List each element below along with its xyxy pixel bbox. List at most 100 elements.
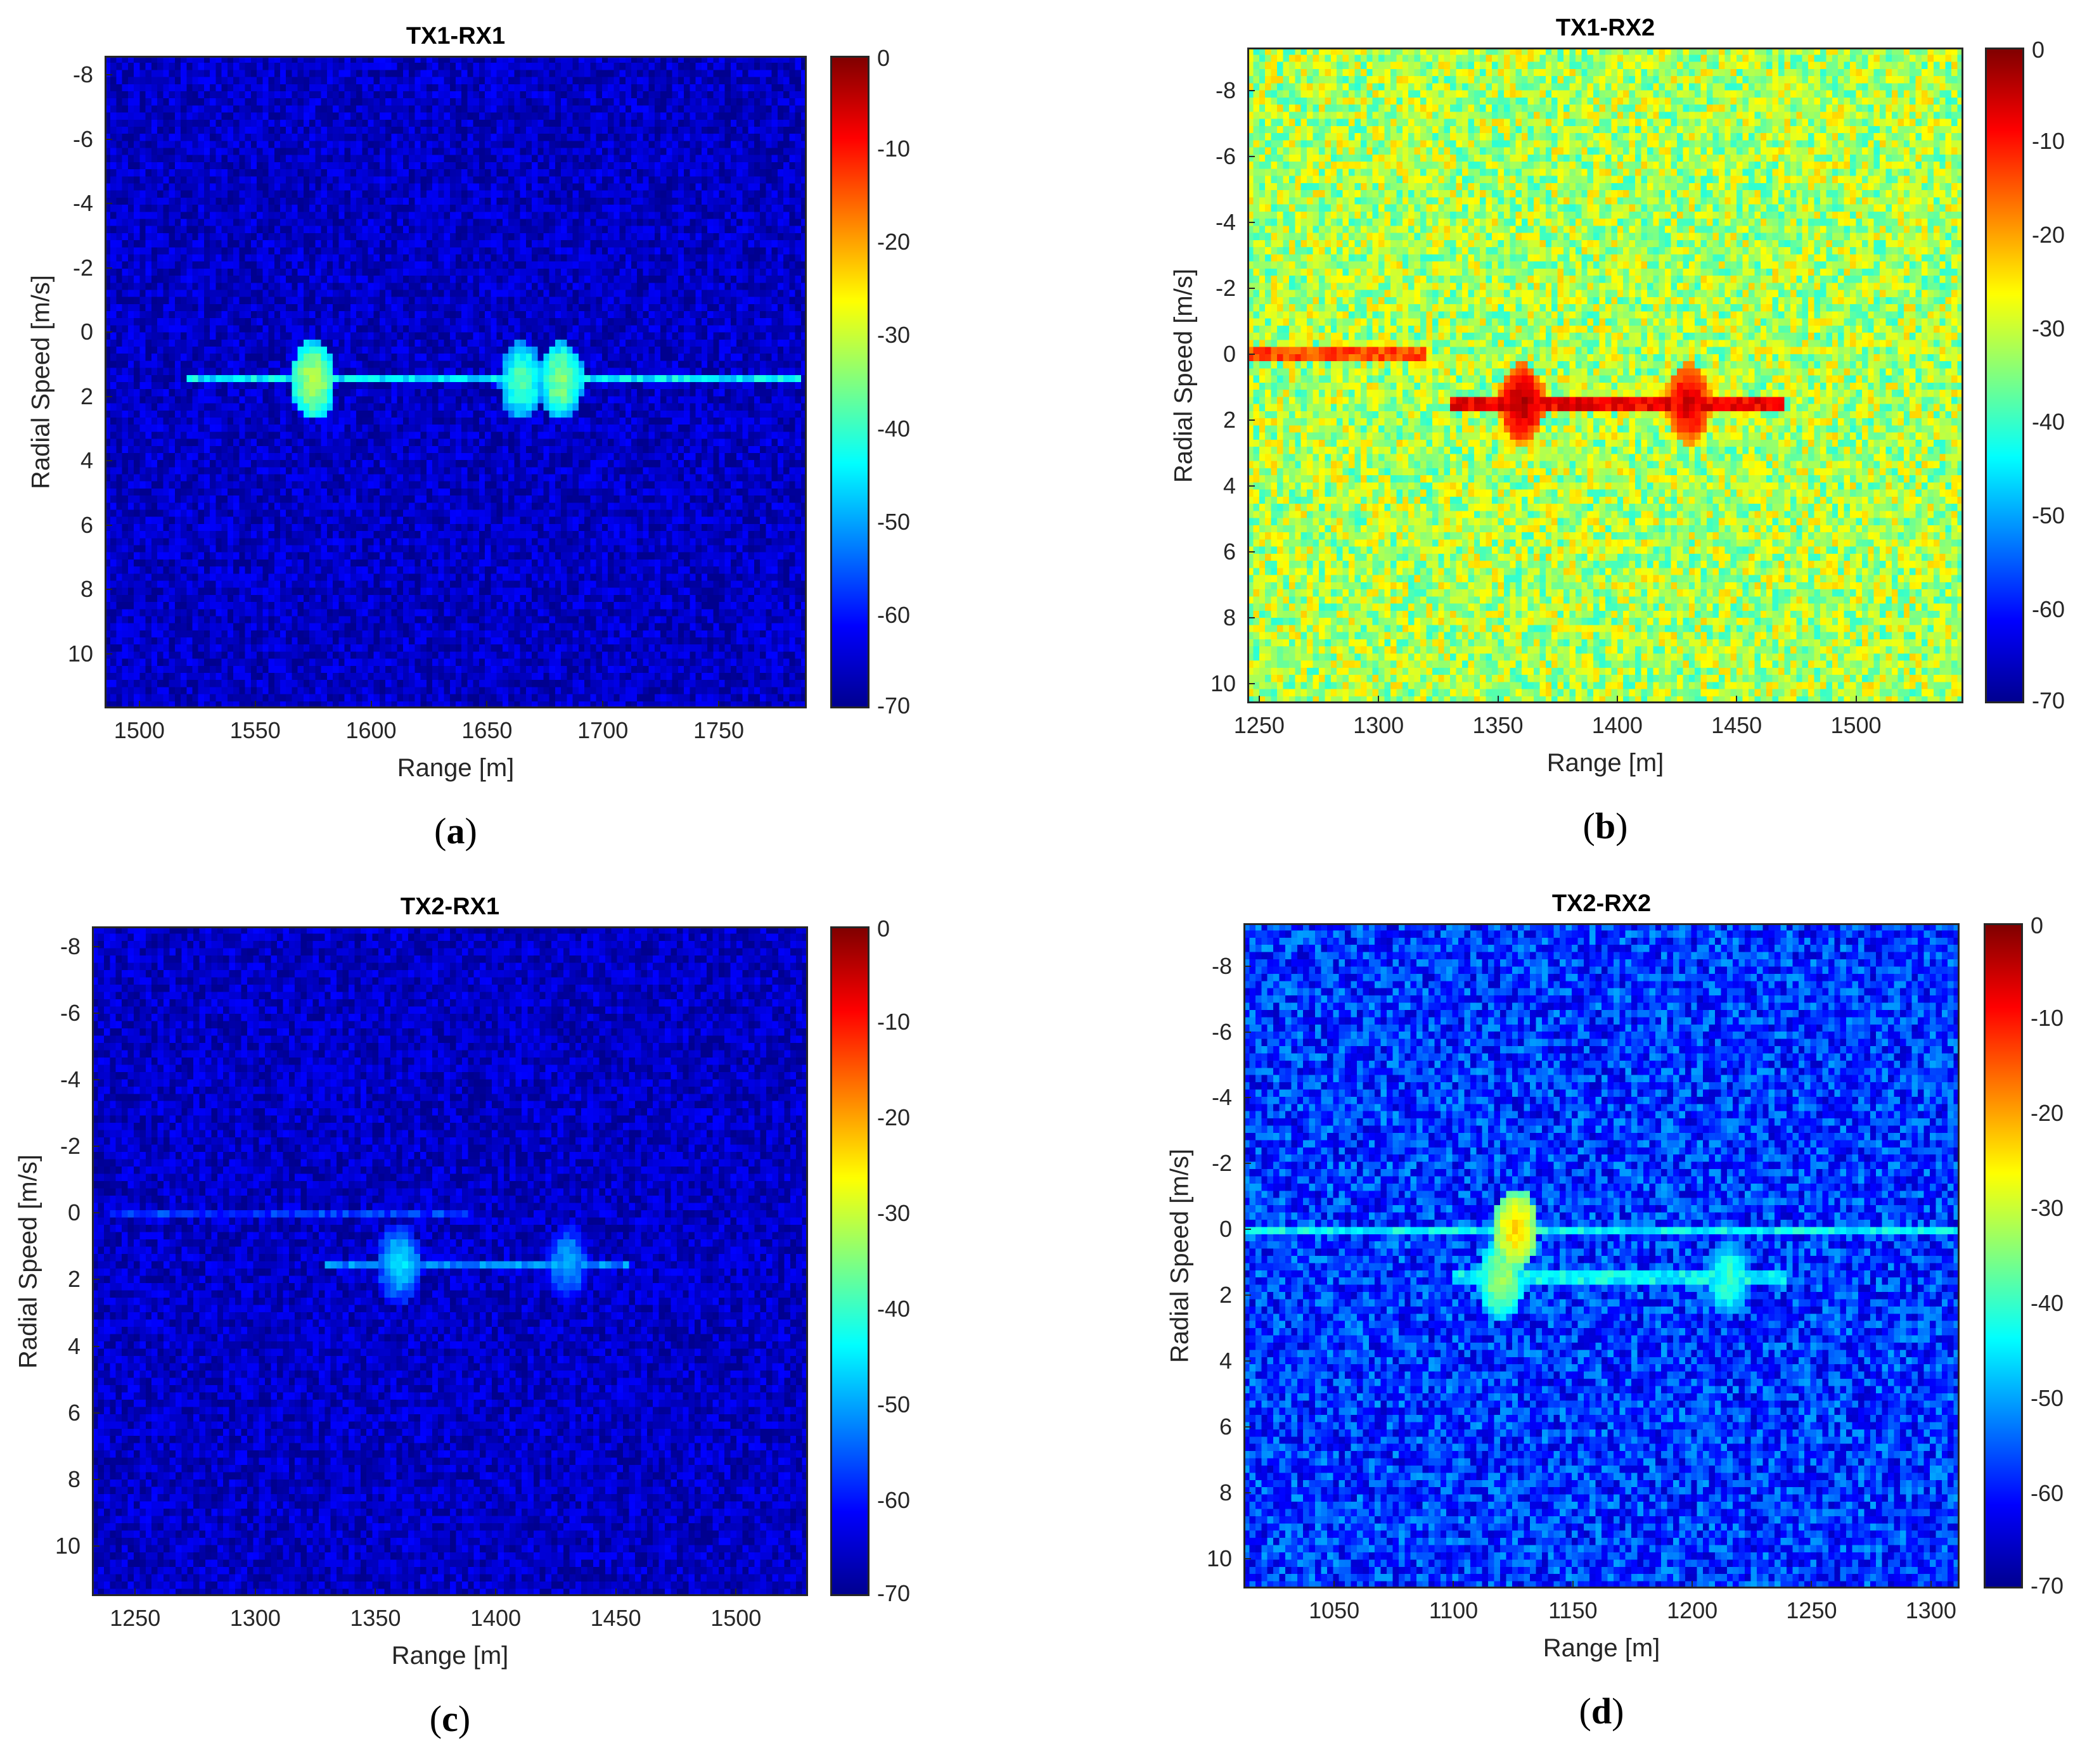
- x-axis-label-a: Range [m]: [397, 754, 515, 782]
- x-tick-mark: [1497, 696, 1499, 703]
- y-tick-mark: [92, 1545, 100, 1547]
- colorbar-tick-label: -50: [877, 508, 911, 535]
- y-tick-mark: [92, 1478, 100, 1480]
- x-axis-label-b: Range [m]: [1546, 749, 1664, 777]
- y-tick-mark: [92, 1146, 100, 1147]
- y-tick-mark: [92, 1078, 100, 1080]
- colorbar-tick-label: -30: [877, 322, 911, 348]
- y-tick-mark: [1247, 89, 1255, 91]
- y-tick-label: 8: [80, 576, 93, 603]
- x-tick-label: 1250: [1233, 712, 1285, 738]
- y-tick-mark: [1247, 485, 1255, 487]
- y-tick-mark: [92, 1212, 100, 1214]
- y-tick-label: 8: [1219, 1480, 1232, 1506]
- y-tick-mark: [92, 1012, 100, 1014]
- x-tick-mark: [1930, 1581, 1932, 1588]
- y-tick-mark: [92, 1412, 100, 1414]
- y-tick-label: -4: [72, 190, 93, 217]
- heatmap-image-a: [105, 56, 807, 708]
- colorbar-tick-label: -30: [877, 1200, 911, 1226]
- x-tick-label: 1700: [577, 717, 629, 743]
- x-tick-label: 1650: [461, 717, 513, 743]
- x-tick-label: 1250: [110, 1605, 161, 1631]
- colorbar-tick-label: -60: [2031, 1480, 2064, 1506]
- x-tick-mark: [375, 1588, 376, 1596]
- y-tick-label: -6: [60, 999, 80, 1026]
- y-tick-mark: [105, 460, 112, 462]
- colorbar-tick-label: -30: [2031, 1195, 2064, 1221]
- colorbar-a: [830, 56, 870, 708]
- x-tick-label: 1300: [1905, 1597, 1956, 1623]
- y-tick-label: 10: [67, 640, 93, 667]
- heatmap-image-c: [92, 926, 808, 1596]
- y-tick-mark: [1247, 287, 1255, 289]
- colorbar-b: [1985, 48, 2024, 703]
- y-tick-mark: [1243, 1492, 1251, 1494]
- y-tick-mark: [105, 653, 112, 655]
- y-tick-label: -8: [1211, 952, 1232, 979]
- colorbar-tick-label: -20: [2031, 1100, 2064, 1126]
- x-tick-mark: [1855, 696, 1857, 703]
- y-tick-mark: [105, 331, 112, 333]
- subfigure-caption-a: (a): [434, 810, 477, 852]
- y-tick-mark: [92, 1279, 100, 1281]
- y-tick-mark: [105, 138, 112, 140]
- x-tick-mark: [486, 701, 488, 708]
- x-tick-mark: [1258, 696, 1260, 703]
- colorbar-tick-label: -40: [877, 415, 911, 442]
- colorbar-tick-label: -40: [2032, 409, 2065, 435]
- x-tick-mark: [1811, 1581, 1813, 1588]
- colorbar-tick-label: 0: [877, 916, 890, 942]
- y-tick-mark: [1247, 419, 1255, 421]
- x-tick-label: 1300: [229, 1605, 281, 1631]
- colorbar-tick-label: -50: [877, 1391, 911, 1417]
- chart-title-c: TX2-RX1: [400, 893, 500, 920]
- panel-b: TX1-RX2 Range [m] Radial Speed [m/s] (b)…: [1170, 15, 2065, 847]
- x-tick-mark: [1692, 1581, 1693, 1588]
- y-tick-mark: [105, 524, 112, 526]
- colorbar-tick-label: -60: [2032, 596, 2065, 623]
- x-tick-mark: [1736, 696, 1738, 703]
- y-tick-mark: [105, 589, 112, 591]
- subfigure-caption-b: (b): [1582, 805, 1628, 847]
- x-tick-label: 1400: [470, 1605, 522, 1631]
- x-tick-label: 1050: [1309, 1597, 1360, 1623]
- y-tick-label: 2: [80, 383, 93, 409]
- x-tick-label: 1450: [590, 1605, 641, 1631]
- x-tick-label: 1450: [1711, 712, 1762, 738]
- y-tick-mark: [105, 267, 112, 269]
- y-tick-mark: [1247, 155, 1255, 157]
- colorbar-d: [1984, 923, 2023, 1588]
- x-tick-label: 1100: [1428, 1597, 1479, 1623]
- y-tick-label: 0: [1223, 340, 1236, 367]
- y-tick-mark: [1243, 1097, 1251, 1099]
- x-axis-label-c: Range [m]: [391, 1642, 509, 1670]
- panel-c: TX2-RX1 Range [m] Radial Speed [m/s] (c)…: [15, 893, 911, 1739]
- y-tick-label: -6: [1215, 143, 1236, 169]
- colorbar-tick-label: -10: [2032, 127, 2065, 154]
- chart-title-d: TX2-RX2: [1551, 890, 1652, 917]
- y-tick-label: 6: [80, 511, 93, 538]
- subfigure-caption-d: (d): [1579, 1690, 1624, 1732]
- colorbar-tick-label: -40: [2031, 1290, 2064, 1316]
- y-tick-mark: [1243, 1294, 1251, 1296]
- colorbar-tick-label: -50: [2031, 1385, 2064, 1411]
- x-tick-mark: [1333, 1581, 1335, 1588]
- y-tick-label: 10: [1206, 1545, 1232, 1572]
- x-axis-label-d: Range [m]: [1543, 1634, 1660, 1662]
- y-tick-mark: [105, 203, 112, 205]
- y-tick-label: 2: [67, 1266, 80, 1293]
- heatmap-image-b: [1247, 48, 1963, 703]
- y-tick-mark: [1243, 1360, 1251, 1362]
- y-tick-mark: [1247, 682, 1255, 684]
- colorbar-tick-label: -70: [2032, 687, 2065, 713]
- y-tick-label: -8: [60, 933, 80, 959]
- y-tick-label: -6: [72, 125, 93, 152]
- y-axis-label-d: Radial Speed [m/s]: [1165, 1149, 1194, 1363]
- y-tick-label: 4: [80, 447, 93, 474]
- y-tick-label: 8: [67, 1466, 80, 1492]
- y-tick-mark: [1243, 1426, 1251, 1428]
- chart-title-b: TX1-RX2: [1555, 15, 1655, 41]
- colorbar-tick-label: -10: [2031, 1005, 2064, 1031]
- y-tick-label: -2: [60, 1133, 80, 1160]
